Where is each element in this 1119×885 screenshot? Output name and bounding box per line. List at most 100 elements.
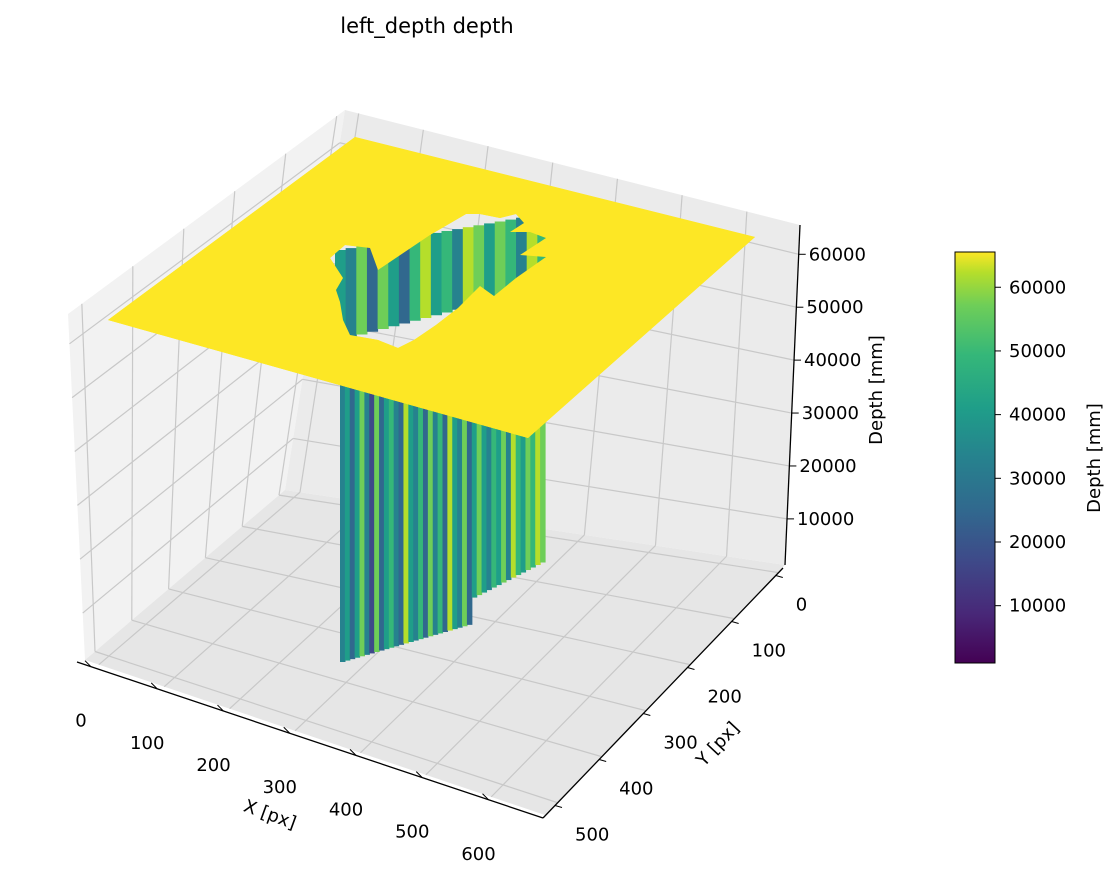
z-axis-line: [784, 224, 801, 566]
x-axis-line: [76, 661, 544, 819]
x-tick-label: 0: [75, 711, 86, 732]
z-tick-label: 10000: [797, 509, 854, 530]
depth-surface-plane-overlay: [108, 137, 755, 438]
hole-wall-strip: [484, 223, 496, 302]
depth-column-strip: [501, 401, 507, 583]
wall-grid-line: [725, 211, 748, 557]
z-tick-label: 40000: [804, 350, 861, 371]
colorbar: [954, 251, 996, 664]
wall-grid-line: [69, 142, 341, 345]
y-tick-mark: [643, 713, 651, 716]
x-tick-label: 200: [196, 755, 230, 776]
y-tick-label: 300: [663, 733, 697, 754]
hole-wall-strip: [462, 227, 474, 307]
depth-column-strip: [535, 408, 541, 566]
depth-column-strip: [422, 386, 429, 638]
floor-grid-line: [425, 545, 656, 776]
hole-wall-strip: [409, 236, 421, 321]
depth-column-strip: [491, 399, 497, 588]
depth-column-strip: [354, 372, 361, 658]
depth-column-strip: [403, 382, 409, 644]
depth-column-strip: [437, 389, 444, 634]
depth-column-strip: [447, 390, 453, 631]
depth-column-strip: [510, 403, 517, 578]
y-axis-line: [542, 567, 784, 819]
x-tick-label: 600: [461, 844, 495, 865]
depth-column-strip: [530, 407, 536, 568]
y-tick-mark: [554, 805, 563, 808]
chart-title: left_depth depth: [340, 14, 513, 39]
y-tick-mark: [599, 759, 607, 762]
hole-wall-strip: [420, 234, 432, 318]
depth-column-strip: [486, 398, 492, 591]
depth-column-strip: [466, 394, 473, 625]
x-axis-label: X [px]: [241, 796, 299, 834]
depth-column-strip: [388, 379, 395, 648]
depth-column-strip: [515, 404, 522, 576]
depth-column-strip: [540, 409, 546, 563]
z-axis-ticks: 10000 20000 30000 40000 50000 60000: [787, 244, 866, 530]
colorbar-tick-label: 30000: [1009, 468, 1066, 489]
floor-grid-line: [131, 619, 602, 758]
depth-column-strip: [481, 397, 488, 593]
x-axis-ticks: 0 100 200 300 400 500 600: [75, 660, 496, 865]
x-tick-mark: [217, 704, 224, 712]
y-tick-label: 100: [752, 641, 786, 662]
y-tick-mark: [775, 575, 783, 578]
depth-column-strip: [442, 390, 448, 632]
wall-grid-line: [82, 437, 294, 614]
z-tick-label: 50000: [806, 297, 863, 318]
depth-column-strip: [383, 378, 390, 650]
y-tick-label: 500: [575, 825, 609, 846]
depth-column-strip: [349, 371, 356, 660]
x-tick-label: 100: [130, 733, 164, 754]
z-tick-label: 30000: [802, 403, 859, 424]
depth-column-strip: [432, 388, 439, 635]
depth-column-strip: [369, 375, 375, 654]
colorbar-tick-label: 40000: [1009, 405, 1066, 426]
depth-column-strip: [476, 396, 483, 596]
hole-wall-strip: [505, 219, 517, 296]
y-axis-ticks: 0 100 200 300 400 500: [554, 575, 807, 846]
z-axis-label: Depth [mm]: [866, 335, 887, 445]
hole-wall-strip: [377, 242, 389, 329]
depth-column-strip: [525, 406, 531, 571]
colorbar-ticks: 10000 20000 30000 40000 50000 60000: [995, 277, 1066, 617]
depth-column-strip: [457, 392, 463, 628]
hole-wall-strip: [452, 229, 464, 310]
depth-column-strip: [496, 400, 502, 586]
depth-column-strip: [374, 376, 380, 652]
floor-grid-line: [98, 491, 301, 666]
depth-column-strip: [393, 380, 400, 647]
colorbar-tick-label: 20000: [1009, 532, 1066, 553]
depth-column-strip: [471, 395, 478, 598]
z-tick-label: 60000: [809, 244, 866, 265]
y-tick-label: 0: [796, 595, 807, 616]
floor-pane: [85, 490, 785, 815]
hole-wall-strip: [516, 217, 528, 294]
depth-column-strip: [413, 384, 419, 641]
wall-grid-line: [81, 303, 96, 652]
y-tick-mark: [731, 621, 739, 624]
depth-column-strip: [520, 405, 527, 573]
colorbar-tick-label: 10000: [1009, 596, 1066, 617]
y-tick-label: 200: [707, 687, 741, 708]
y-tick-mark: [687, 667, 695, 670]
x-tick-mark: [283, 726, 291, 734]
x-tick-label: 500: [395, 822, 429, 843]
depth-column-strip: [398, 381, 405, 645]
colorbar-label: Depth [mm]: [1084, 403, 1105, 513]
colorbar-tick-label: 60000: [1009, 277, 1066, 298]
x-tick-mark: [84, 660, 92, 668]
wall-grid-line: [79, 378, 303, 560]
y-axis-label: Y [px]: [692, 718, 744, 772]
depth-column-strip: [408, 383, 414, 642]
floor-grid-line: [168, 588, 646, 712]
depth-column-strip: [418, 385, 424, 640]
depth-column-strip: [359, 373, 366, 657]
x-tick-mark: [349, 749, 357, 756]
depth-column-strip: [427, 387, 434, 637]
floor-grid-line: [360, 534, 585, 754]
hole-depth-columns: [340, 370, 546, 662]
